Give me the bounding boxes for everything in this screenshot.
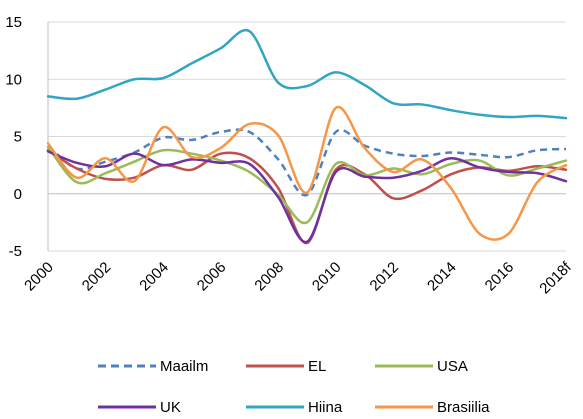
y-tick-label: 0 [14,186,22,203]
series-line-hiina [46,28,568,120]
legend-item-usa: USA [375,358,468,375]
x-tick-label: 2006 [194,259,230,295]
series-line-uk [46,150,568,244]
x-tick-label: 2000 [21,259,57,295]
legend-item-el: EL [246,358,326,375]
x-tick-label: 2010 [309,259,345,295]
x-tick-label: 2012 [367,259,403,295]
legend-item-hiina: Hiina [246,399,343,416]
y-tick-label: -5 [9,243,22,260]
legend-item-uk: UK [98,399,181,416]
legend-item-maailm: Maailm [98,358,208,375]
legend: Maailm EL USA UK Hiina Brasiilia [98,358,490,416]
legend-item-brasiilia: Brasiilia [375,399,490,416]
x-axis-tick-labels: 2000 2002 2004 2006 2008 2010 2012 2014 2016 2018… [21,258,575,297]
legend-label: USA [437,358,468,375]
x-tick-label: 2004 [136,259,172,295]
x-tick-label: 2014 [424,259,460,295]
series-line-brasiilia [46,105,568,241]
y-tick-label: 15 [5,14,22,31]
legend-label: Hiina [308,399,343,416]
y-tick-label: 10 [5,71,22,88]
x-tick-label: 2008 [251,259,287,295]
legend-label: Brasiilia [437,399,490,416]
legend-label: EL [308,358,326,375]
x-tick-label: 2018f [536,258,575,297]
series-line-maailm [47,128,567,197]
x-tick-label: 2016 [482,259,518,295]
series-line-usa [46,145,568,225]
legend-label: Maailm [160,358,208,375]
series-lines [46,28,568,245]
y-tick-label: 5 [14,129,22,146]
x-tick-label: 2002 [79,259,115,295]
legend-label: UK [160,399,181,416]
grid-lines [48,21,566,252]
y-axis-tick-labels: -5 0 5 10 15 [5,14,22,260]
